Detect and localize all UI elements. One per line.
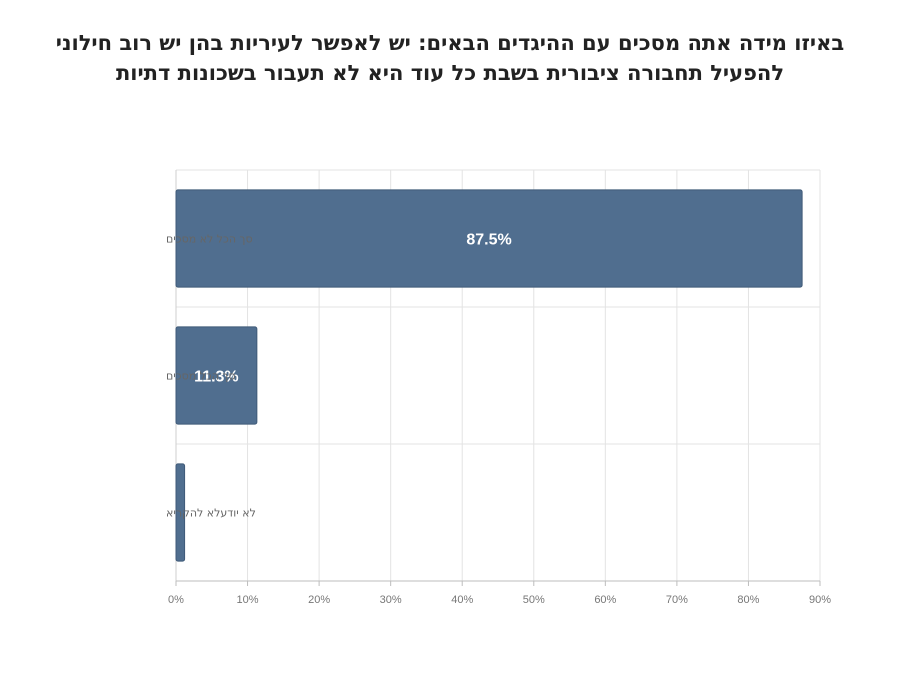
x-tick-label: 10% bbox=[237, 594, 259, 606]
y-category-label: לא יודעלא להקריא bbox=[166, 507, 256, 520]
x-tick-label: 70% bbox=[666, 594, 688, 606]
x-tick-label: 90% bbox=[809, 594, 831, 606]
x-tick-label: 40% bbox=[451, 594, 473, 606]
x-tick-label: 50% bbox=[523, 594, 545, 606]
y-category-label: סך הכל לא מסכים bbox=[166, 233, 253, 246]
bar-data-label: 87.5% bbox=[466, 232, 511, 249]
chart-title: באיזו מידה אתה מסכים עם ההיגדים הבאים: י… bbox=[0, 28, 900, 88]
x-tick-label: 20% bbox=[308, 594, 330, 606]
x-tick-label: 80% bbox=[737, 594, 759, 606]
bar bbox=[175, 189, 803, 288]
x-tick-label: 30% bbox=[380, 594, 402, 606]
x-tick-label: 60% bbox=[594, 594, 616, 606]
chart-title-line-1: באיזו מידה אתה מסכים עם ההיגדים הבאים: י… bbox=[55, 31, 845, 55]
x-tick-label: 0% bbox=[168, 594, 184, 606]
bar bbox=[175, 326, 258, 425]
y-category-label: סך הכל מסכים bbox=[166, 370, 235, 383]
bar bbox=[175, 463, 186, 562]
chart-title-line-2: להפעיל תחבורה ציבורית בשבת כל עוד היא לא… bbox=[115, 61, 785, 85]
bar-data-label: 11.3% bbox=[194, 369, 238, 386]
